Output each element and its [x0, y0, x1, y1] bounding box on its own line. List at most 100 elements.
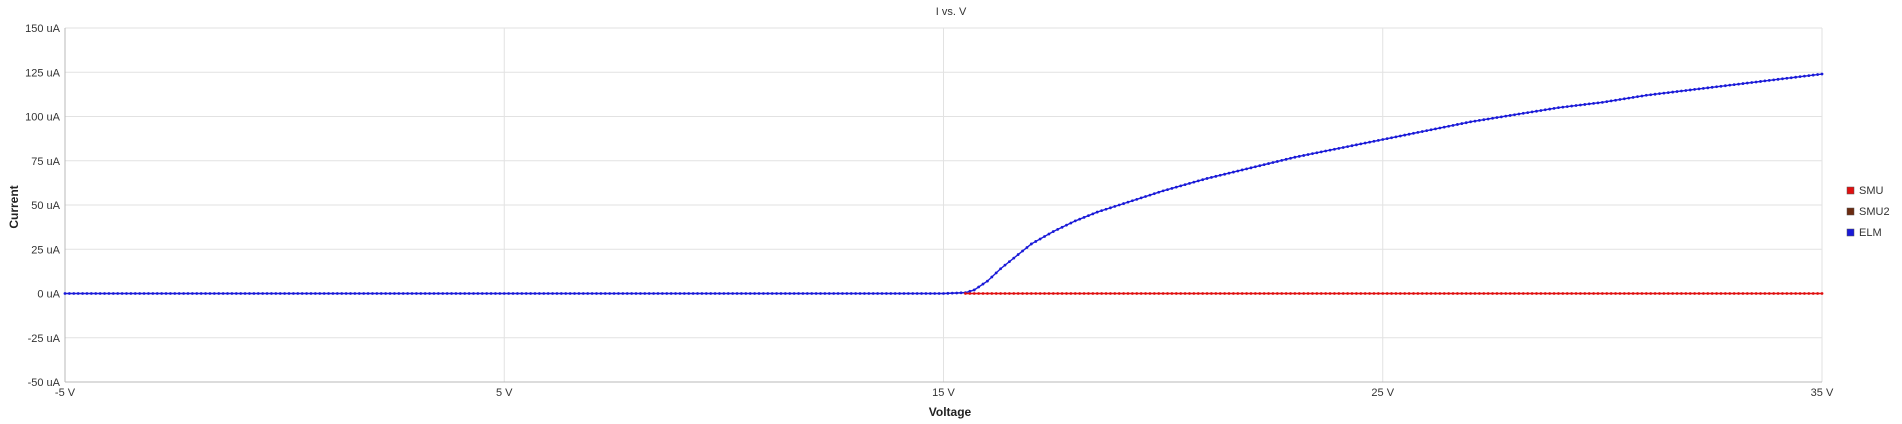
data-point-elm [415, 292, 418, 295]
data-point-smu [1170, 292, 1174, 295]
data-point-elm [169, 292, 172, 295]
data-point-smu [1504, 292, 1508, 295]
data-point-elm [1029, 242, 1033, 246]
data-point-smu [1495, 292, 1499, 295]
data-point-elm [854, 292, 858, 295]
data-point-smu [1745, 292, 1749, 295]
data-point-elm [450, 292, 453, 295]
data-point-smu [1508, 292, 1512, 295]
data-point-elm [1113, 205, 1117, 208]
data-point-elm [248, 292, 251, 295]
data-point-elm [1328, 148, 1332, 152]
data-point-elm [511, 292, 515, 295]
data-point-smu [1069, 292, 1073, 295]
data-point-elm [783, 292, 787, 295]
data-point-elm [89, 292, 93, 295]
data-point-elm [946, 291, 950, 295]
data-point-elm [388, 292, 392, 295]
data-point-elm [1368, 140, 1371, 144]
data-point-elm [1390, 136, 1393, 140]
data-point-smu [1600, 292, 1604, 295]
y-tick-label: 100 uA [25, 112, 61, 124]
data-point-elm [120, 292, 124, 295]
data-point-elm [1302, 154, 1306, 157]
data-point-elm [665, 292, 669, 295]
data-point-smu [1029, 292, 1033, 295]
data-point-elm [845, 292, 849, 295]
data-point-elm [682, 292, 686, 295]
y-tick-label: 25 uA [31, 244, 60, 256]
data-point-elm [428, 292, 431, 295]
data-point-smu [1130, 292, 1134, 295]
data-point-smu [1803, 292, 1806, 295]
data-point-smu [1710, 292, 1714, 295]
data-point-elm [1521, 111, 1525, 115]
data-point-smu [1636, 292, 1639, 295]
data-point-elm [1600, 100, 1604, 104]
data-point-elm [1341, 146, 1345, 149]
data-point-elm [1012, 256, 1016, 260]
data-point-smu [1100, 292, 1104, 295]
data-point-elm [1456, 123, 1459, 126]
data-point-smu [1543, 292, 1547, 295]
data-point-elm [1007, 260, 1011, 264]
data-point-elm [1807, 74, 1811, 78]
data-point-elm [1745, 81, 1749, 85]
data-point-elm [318, 292, 322, 295]
data-point-elm [1561, 105, 1565, 109]
data-point-elm [1697, 87, 1701, 91]
data-point-smu [1355, 292, 1358, 295]
data-point-smu [1262, 292, 1266, 295]
data-point-elm [1517, 112, 1521, 116]
data-point-elm [1271, 161, 1275, 164]
data-point-elm [1275, 160, 1279, 163]
data-point-smu [1820, 292, 1824, 295]
legend-label-smu: SMU [1859, 185, 1884, 197]
data-point-elm [827, 292, 831, 295]
data-point-smu [1662, 292, 1666, 295]
data-point-smu [1368, 292, 1371, 295]
data-point-smu [1152, 292, 1156, 295]
data-point-elm [1420, 130, 1424, 133]
data-point-smu [1728, 292, 1732, 295]
data-point-elm [858, 292, 862, 295]
data-point-elm [1166, 188, 1169, 192]
data-point-elm [1306, 153, 1310, 156]
data-point-elm [98, 292, 102, 295]
data-point-elm [265, 292, 269, 295]
data-point-elm [1688, 88, 1692, 92]
data-point-elm [1267, 162, 1270, 165]
data-point-elm [1025, 246, 1029, 249]
data-point-elm [1319, 150, 1323, 154]
data-point-elm [463, 292, 467, 295]
data-point-elm [555, 292, 559, 295]
data-point-elm [1245, 167, 1248, 171]
data-point-smu [1715, 292, 1718, 295]
data-point-smu [1627, 292, 1631, 295]
data-point-smu [1473, 292, 1477, 295]
data-point-smu [1267, 292, 1270, 295]
data-point-elm [133, 292, 137, 295]
data-point-elm [379, 292, 383, 295]
data-point-elm [1732, 83, 1736, 87]
data-point-elm [1003, 263, 1007, 267]
data-point-smu [1517, 292, 1521, 295]
data-point-smu [1025, 292, 1029, 295]
data-point-smu [1232, 292, 1235, 295]
data-point-smu [1644, 292, 1648, 295]
data-point-elm [331, 292, 335, 295]
series-points [63, 72, 1824, 295]
data-point-elm [1820, 72, 1824, 76]
data-point-elm [239, 292, 243, 295]
data-point-elm [1016, 253, 1020, 256]
data-point-elm [797, 292, 800, 295]
data-point-smu [1223, 292, 1227, 295]
data-point-elm [568, 292, 572, 295]
data-point-smu [1697, 292, 1701, 295]
data-point-elm [344, 292, 348, 295]
data-point-elm [595, 292, 598, 295]
data-point-elm [72, 292, 76, 295]
data-point-elm [731, 292, 735, 295]
data-point-elm [762, 292, 765, 295]
data-point-smu [1390, 292, 1393, 295]
